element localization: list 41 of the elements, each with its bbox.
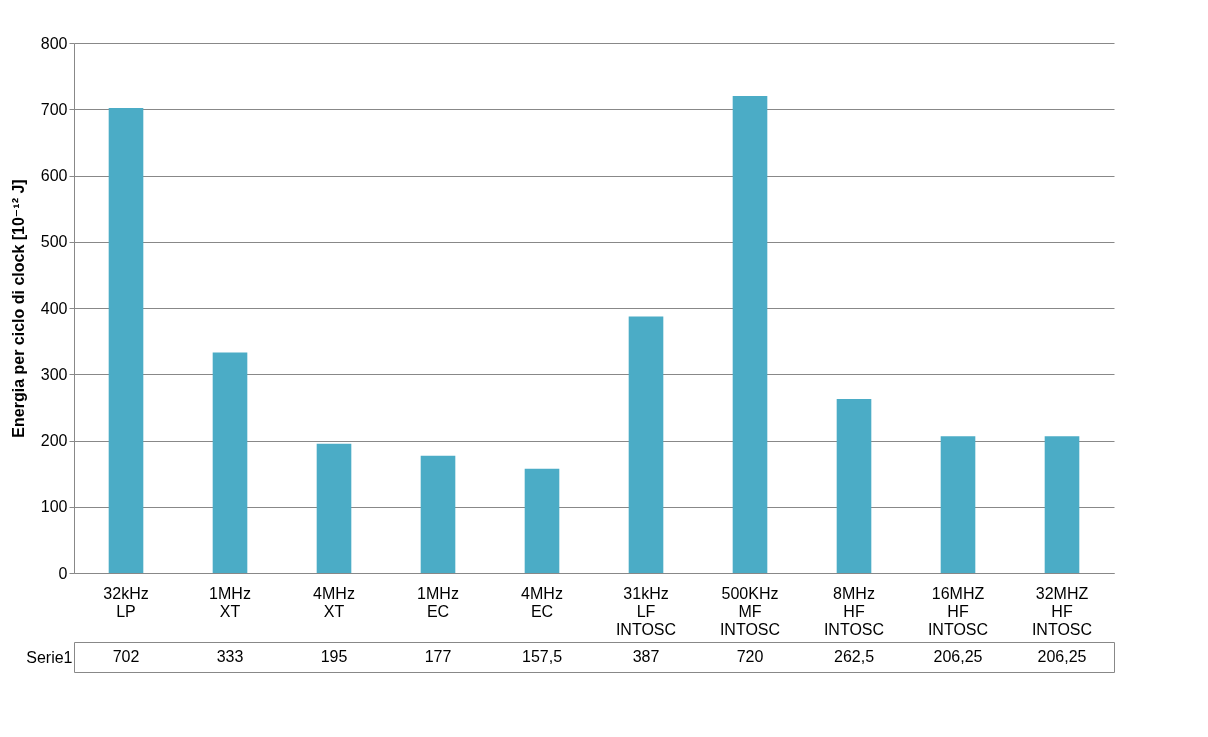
x-tick-label: 500KHz MF INTOSC [719, 584, 781, 638]
data-label: 206,25 [933, 648, 983, 665]
y-tick-label: 300 [40, 365, 68, 383]
y-tick-label: 500 [40, 233, 68, 251]
bar [940, 436, 976, 573]
data-label: 177 [424, 648, 452, 665]
bar [524, 468, 560, 573]
y-axis-title: Energia per ciclo di clock [10⁻¹² J] [9, 179, 27, 438]
x-tick-label: 1MHz XT [209, 584, 251, 620]
bar [316, 443, 352, 573]
y-tick-label: 100 [40, 498, 68, 516]
x-tick-label: 32MHZ HF INTOSC [1031, 584, 1093, 638]
y-tick-label: 600 [40, 167, 68, 184]
x-tick-label: 1MHz EC [417, 584, 459, 620]
x-tick-label: 32kHz LP [103, 584, 149, 620]
data-label: 702 [112, 648, 140, 665]
y-tick-label: 200 [40, 432, 68, 449]
bar [628, 316, 664, 573]
bar [420, 455, 456, 573]
y-tick-label: 400 [40, 299, 68, 317]
x-tick-label: 8MHz HF INTOSC [823, 584, 885, 638]
y-tick-label: 800 [40, 34, 68, 52]
x-tick-label: 16MHZ HF INTOSC [927, 584, 989, 638]
bar [212, 352, 248, 573]
data-label: 262,5 [833, 648, 875, 665]
x-tick-label: 4MHz XT [313, 584, 355, 620]
text: Serie1 [26, 648, 73, 666]
bar [836, 399, 872, 573]
data-label: 720 [736, 648, 764, 665]
y-tick-label: 700 [40, 100, 68, 118]
x-tick-label: 4MHz EC [521, 584, 563, 620]
data-label: 387 [632, 648, 660, 665]
bar [732, 96, 768, 573]
bar [1044, 436, 1080, 573]
data-label: 333 [216, 648, 244, 665]
data-label: 206,25 [1037, 648, 1087, 665]
bar [108, 107, 144, 573]
data-label: 195 [320, 648, 348, 665]
x-tick-label: 31kHz LF INTOSC [615, 584, 677, 638]
data-label: 157,5 [521, 648, 563, 665]
y-tick-label: 0 [58, 564, 68, 582]
